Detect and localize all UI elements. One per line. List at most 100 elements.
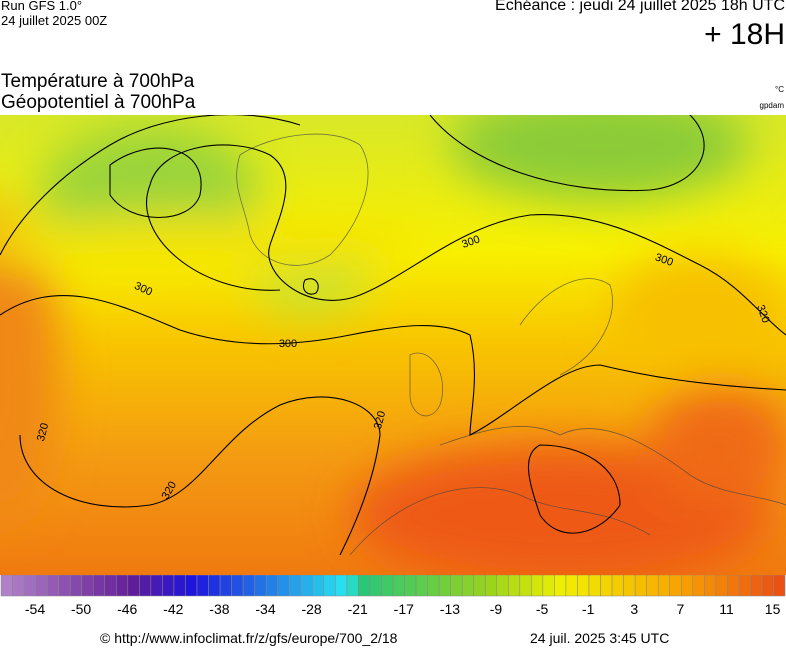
scale-swatch bbox=[588, 575, 601, 597]
scale-swatch bbox=[657, 575, 670, 597]
run-date: 24 juillet 2025 00Z bbox=[1, 13, 108, 28]
scale-swatch bbox=[116, 575, 129, 597]
scale-label: -1 bbox=[582, 601, 595, 617]
scale-swatch bbox=[484, 575, 498, 597]
title-temperature: Température à 700hPa bbox=[1, 71, 195, 92]
map: 300 300 300 300 320 320 320 320 bbox=[0, 115, 786, 575]
scale-swatch bbox=[58, 575, 71, 597]
valid-time: Echéance : jeudi 24 juillet 2025 18h UTC bbox=[495, 0, 785, 14]
scale-swatch bbox=[531, 575, 544, 597]
contour-label: 320 bbox=[35, 422, 51, 443]
scale-swatch bbox=[173, 575, 186, 597]
scale-swatch bbox=[496, 575, 509, 597]
scale-swatch bbox=[669, 575, 682, 597]
scale-swatch bbox=[139, 575, 152, 597]
scale-swatch bbox=[738, 575, 751, 597]
color-scale: -54 -50 -46 -42 -38 -34 -28 -21 -17 -13 -9 -5 -1 3 7 11… bbox=[0, 575, 786, 617]
scale-swatch bbox=[69, 575, 82, 597]
scale-swatch bbox=[346, 575, 359, 597]
scale-swatch bbox=[773, 575, 786, 597]
scale-label: -50 bbox=[71, 601, 91, 617]
scale-swatch bbox=[23, 575, 36, 597]
scale-label: -34 bbox=[255, 601, 275, 617]
title-geopotential: Géopotentiel à 700hPa bbox=[1, 92, 196, 113]
scale-swatch bbox=[219, 575, 232, 597]
scale-swatch bbox=[381, 575, 394, 597]
temperature-patches bbox=[0, 115, 786, 575]
scale-swatch bbox=[427, 575, 440, 597]
geopotential-contours bbox=[0, 115, 786, 556]
scale-swatch bbox=[519, 575, 532, 597]
scale-swatch bbox=[542, 575, 555, 597]
scale-label: -46 bbox=[117, 601, 137, 617]
scale-swatch bbox=[242, 575, 255, 597]
scale-swatch bbox=[196, 575, 209, 597]
scale-swatch bbox=[634, 575, 647, 597]
scale-label: -17 bbox=[394, 601, 414, 617]
unit-geopotential: gpdam bbox=[759, 101, 784, 110]
scale-label: -21 bbox=[348, 601, 368, 617]
unit-temperature: °C bbox=[775, 85, 784, 94]
scale-swatch bbox=[208, 575, 221, 597]
contour-label: 320 bbox=[372, 410, 388, 431]
scale-swatch bbox=[600, 575, 613, 597]
scale-swatch bbox=[438, 575, 451, 597]
scale-swatch bbox=[692, 575, 705, 597]
scale-swatch bbox=[358, 575, 371, 597]
scale-swatch bbox=[646, 575, 659, 597]
scale-swatch bbox=[577, 575, 590, 597]
scale-swatch bbox=[265, 575, 278, 597]
scale-swatch bbox=[127, 575, 140, 597]
scale-label: -42 bbox=[163, 601, 183, 617]
scale-swatch bbox=[450, 575, 463, 597]
scale-swatch bbox=[323, 575, 336, 597]
scale-swatch bbox=[0, 575, 13, 597]
scale-swatch bbox=[392, 575, 405, 597]
scale-swatch bbox=[312, 575, 325, 597]
scale-label: 11 bbox=[719, 601, 734, 617]
scale-swatch bbox=[761, 575, 774, 597]
scale-swatch bbox=[554, 575, 567, 597]
scale-swatch bbox=[704, 575, 717, 597]
scale-swatch bbox=[46, 575, 59, 597]
scale-swatch bbox=[461, 575, 474, 597]
scale-swatch bbox=[715, 575, 728, 597]
run-label: Run GFS 1.0° bbox=[1, 0, 83, 13]
scale-swatch bbox=[750, 575, 763, 597]
scale-label: -28 bbox=[301, 601, 321, 617]
contour-label: 300 bbox=[460, 233, 481, 251]
scale-swatch bbox=[680, 575, 694, 597]
scale-swatch bbox=[473, 575, 486, 597]
scale-swatch bbox=[254, 575, 267, 597]
scale-label: -9 bbox=[490, 601, 503, 617]
scale-label: -38 bbox=[209, 601, 229, 617]
scale-swatch bbox=[404, 575, 417, 597]
scale-swatch bbox=[415, 575, 428, 597]
scale-swatch bbox=[162, 575, 175, 597]
footer-generated: 24 juil. 2025 3:45 UTC bbox=[530, 630, 670, 646]
scale-label: -54 bbox=[25, 601, 45, 617]
scale-label: 7 bbox=[677, 601, 685, 617]
scale-swatch bbox=[369, 575, 382, 597]
contour-label: 300 bbox=[653, 251, 674, 269]
coastlines bbox=[236, 133, 786, 556]
scale-swatch bbox=[565, 575, 578, 597]
scale-label: -5 bbox=[536, 601, 549, 617]
scale-swatch bbox=[35, 575, 48, 597]
scale-swatch bbox=[508, 575, 521, 597]
scale-label: 15 bbox=[765, 601, 781, 617]
scale-swatch bbox=[288, 575, 302, 597]
scale-swatch bbox=[231, 575, 244, 597]
contour-label: 300 bbox=[279, 338, 297, 350]
scale-swatch bbox=[623, 575, 636, 597]
footer-source: © http://www.infoclimat.fr/z/gfs/europe/… bbox=[100, 630, 398, 646]
scale-swatch bbox=[185, 575, 198, 597]
scale-swatch bbox=[12, 575, 25, 597]
scale-label: 3 bbox=[630, 601, 638, 617]
scale-swatch bbox=[277, 575, 290, 597]
contour-label: 320 bbox=[754, 303, 772, 324]
scale-swatch bbox=[150, 575, 163, 597]
scale-swatch bbox=[335, 575, 348, 597]
scale-swatch bbox=[92, 575, 106, 597]
